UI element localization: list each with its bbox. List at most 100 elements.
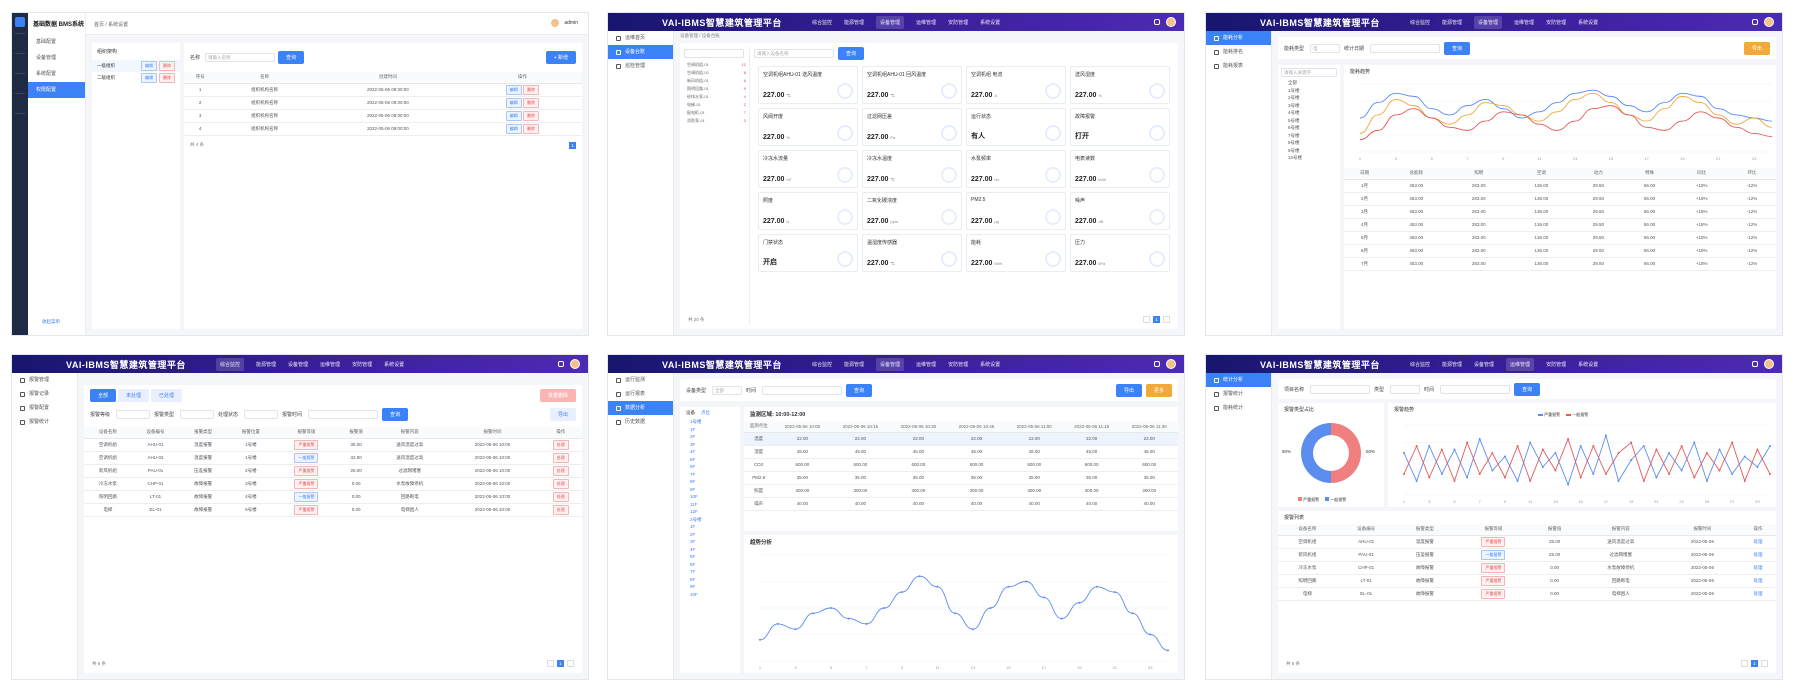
data-point[interactable] (1743, 480, 1746, 482)
device-card[interactable]: 故障报警 打开 (1070, 108, 1170, 146)
device-card[interactable]: 噪声 227.00 dB (1070, 192, 1170, 230)
data-point[interactable] (1078, 601, 1081, 604)
edit-button[interactable]: 编辑 (141, 73, 157, 83)
list-item[interactable]: 配电柜-01 7 (687, 110, 746, 115)
data-point[interactable] (1466, 441, 1469, 444)
nav-item-active[interactable]: 设备管理 (876, 357, 905, 371)
date-range-input[interactable] (308, 410, 379, 419)
data-point[interactable] (918, 575, 921, 578)
device-card[interactable]: 过滤网压差 227.00 Pa (862, 108, 962, 146)
tree-node[interactable]: 12F (690, 509, 698, 514)
rail-item-icon[interactable] (15, 93, 25, 107)
export-button[interactable]: 导出 (1115, 383, 1142, 397)
handle-button[interactable]: 处理 (1753, 577, 1763, 583)
data-point[interactable] (1756, 466, 1759, 468)
data-point[interactable] (1113, 591, 1116, 594)
bell-icon[interactable] (1752, 361, 1758, 367)
tab-all[interactable]: 全部 (90, 389, 117, 402)
search-input[interactable]: 请输入设备名称 (754, 49, 834, 58)
next-page-button[interactable] (1761, 660, 1768, 667)
data-point[interactable] (1668, 452, 1671, 454)
nav-item[interactable]: 系统设置 (980, 361, 1001, 368)
side-item[interactable]: 运行报表 (608, 387, 673, 401)
device-card[interactable]: 空调机组 电流 227.00 A (966, 66, 1066, 104)
filter-select[interactable] (116, 410, 151, 419)
add-button[interactable]: + 新增 (545, 51, 576, 64)
export-button[interactable]: 导出 (1743, 41, 1770, 55)
device-card[interactable]: 空调机组AHU-01 送风温度 227.00 ℃ (758, 66, 858, 104)
data-point[interactable] (1415, 445, 1418, 447)
data-point[interactable] (989, 607, 992, 609)
data-point[interactable] (954, 612, 957, 615)
data-point[interactable] (1718, 469, 1721, 472)
bell-icon[interactable] (558, 361, 564, 367)
device-card[interactable]: 空调机组AHU-01 回风温度 227.00 ℃ (862, 66, 962, 104)
nav-item[interactable]: 能源管理 (844, 361, 865, 368)
data-point[interactable] (1642, 480, 1645, 482)
data-point[interactable] (1655, 448, 1658, 451)
data-point[interactable] (900, 591, 903, 594)
data-point[interactable] (1705, 452, 1708, 454)
page-button[interactable]: 1 (1751, 660, 1758, 667)
nav-item[interactable]: 综合监控 (1410, 361, 1431, 368)
query-button[interactable]: 查询 (846, 383, 873, 397)
list-item[interactable]: 空调机组-02 8 (687, 70, 746, 75)
tree-node[interactable]: 6号楼 (1288, 125, 1300, 130)
device-card[interactable]: PM2.5 227.00 μg (966, 192, 1066, 230)
tree-node[interactable]: 5F (690, 456, 696, 462)
data-point[interactable] (1516, 480, 1519, 482)
list-item[interactable]: 电梯-01 2 (687, 102, 746, 107)
data-point[interactable] (1680, 469, 1683, 472)
nav-item[interactable]: 运维管理 (916, 361, 937, 368)
tab-unprocessed[interactable]: 未处理 (118, 389, 150, 402)
data-point[interactable] (776, 622, 779, 625)
data-point[interactable] (1731, 441, 1734, 444)
menu-item[interactable]: 基础配置 (36, 39, 57, 45)
nav-item[interactable]: 安防管理 (948, 19, 969, 26)
data-point[interactable] (1693, 441, 1696, 444)
nav-item-active[interactable]: 运维管理 (1506, 357, 1535, 371)
rail-item-icon[interactable] (15, 33, 25, 47)
side-item[interactable]: 报警管理 (12, 373, 77, 387)
side-item[interactable]: 巡检管理 (608, 59, 673, 73)
data-point[interactable] (1541, 466, 1544, 468)
data-point[interactable] (1604, 434, 1607, 437)
data-point[interactable] (1668, 473, 1671, 475)
menu-item[interactable]: 设备管理 (36, 55, 57, 61)
nav-item[interactable]: 综合监控 (1410, 19, 1431, 26)
prev-page-button[interactable] (1143, 316, 1150, 323)
tree-node[interactable]: 4F (690, 449, 696, 454)
page-button[interactable]: 1 (1153, 316, 1160, 323)
handle-button[interactable]: 处理 (552, 491, 569, 502)
handle-button[interactable]: 处理 (552, 465, 569, 476)
data-point[interactable] (1167, 649, 1169, 652)
data-point[interactable] (1131, 612, 1134, 615)
device-card[interactable]: 电表读数 227.00 kWh (1070, 150, 1170, 188)
data-point[interactable] (1554, 469, 1557, 472)
data-point[interactable] (1503, 476, 1506, 479)
search-button[interactable]: 查询 (838, 47, 865, 60)
data-point[interactable] (1680, 445, 1683, 447)
page-button[interactable]: 1 (557, 660, 564, 667)
data-point[interactable] (1642, 445, 1645, 447)
prev-page-button[interactable] (1741, 660, 1748, 667)
list-item[interactable]: 空调机组-01 12 (687, 62, 746, 67)
date-input[interactable] (1370, 43, 1441, 53)
tree-node[interactable]: 11F (690, 501, 698, 507)
query-button[interactable]: 查询 (1514, 382, 1541, 396)
data-point[interactable] (1617, 452, 1620, 454)
data-point[interactable] (1630, 459, 1633, 461)
handle-button[interactable]: 处理 (1753, 564, 1763, 570)
tree-node[interactable]: 10F (690, 494, 698, 499)
data-point[interactable] (1529, 480, 1532, 482)
nav-item[interactable]: 系统设置 (980, 19, 1001, 26)
type-select[interactable]: 电 (1310, 43, 1341, 53)
search-input[interactable]: 请输入名称 (205, 53, 276, 62)
delete-button[interactable]: 删除 (523, 84, 540, 95)
nav-item[interactable]: 能源管理 (256, 361, 277, 368)
rail-item-icon[interactable] (15, 53, 25, 67)
bell-icon[interactable] (1752, 19, 1758, 25)
tree-node[interactable]: 1号楼 (690, 419, 702, 424)
side-item[interactable]: 能耗统计 (1206, 401, 1271, 415)
data-point[interactable] (1453, 448, 1456, 451)
